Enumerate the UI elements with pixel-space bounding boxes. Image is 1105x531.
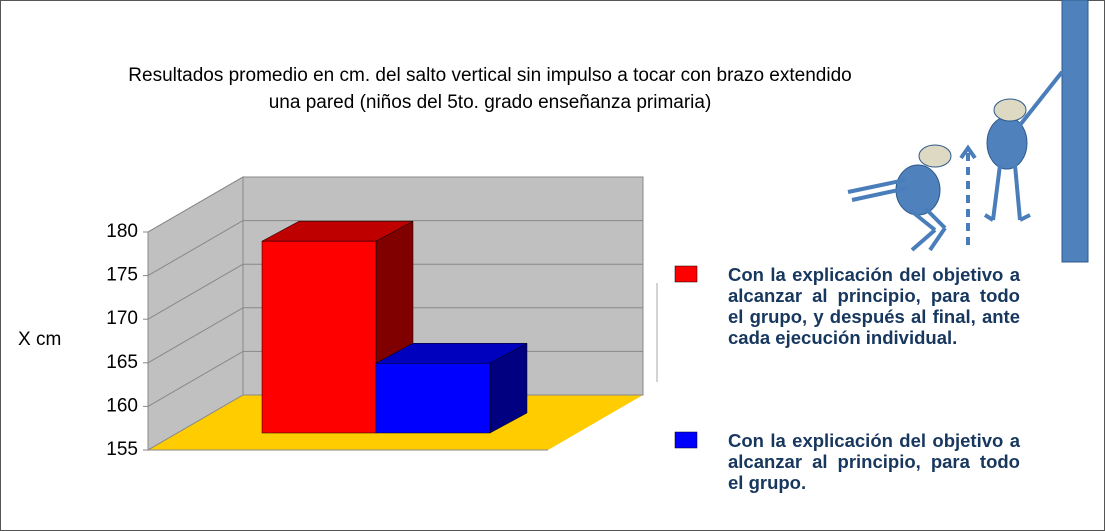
y-tick-label: 180 xyxy=(106,221,138,242)
legend-swatch xyxy=(675,432,697,448)
clip-art xyxy=(848,0,1088,262)
legend-label: Con la explicación del objetivo a alcanz… xyxy=(728,430,1020,493)
chart-title: Resultados promedio en cm. del salto ver… xyxy=(110,62,870,116)
y-tick-label: 165 xyxy=(106,352,138,373)
legend-swatch xyxy=(675,266,697,282)
y-tick-label: 175 xyxy=(106,265,138,286)
y-tick-label: 160 xyxy=(106,395,138,416)
y-tick-label: 170 xyxy=(106,308,138,329)
y-tick-label: 155 xyxy=(106,439,138,460)
bar xyxy=(376,363,490,433)
page: X cm 155 160 165 170 175 180 Resultados prome… xyxy=(0,0,1105,531)
y-axis-label: X cm xyxy=(18,329,61,350)
bar xyxy=(262,241,376,433)
legend-label: Con la explicación del objetivo a alcanz… xyxy=(728,264,1020,348)
